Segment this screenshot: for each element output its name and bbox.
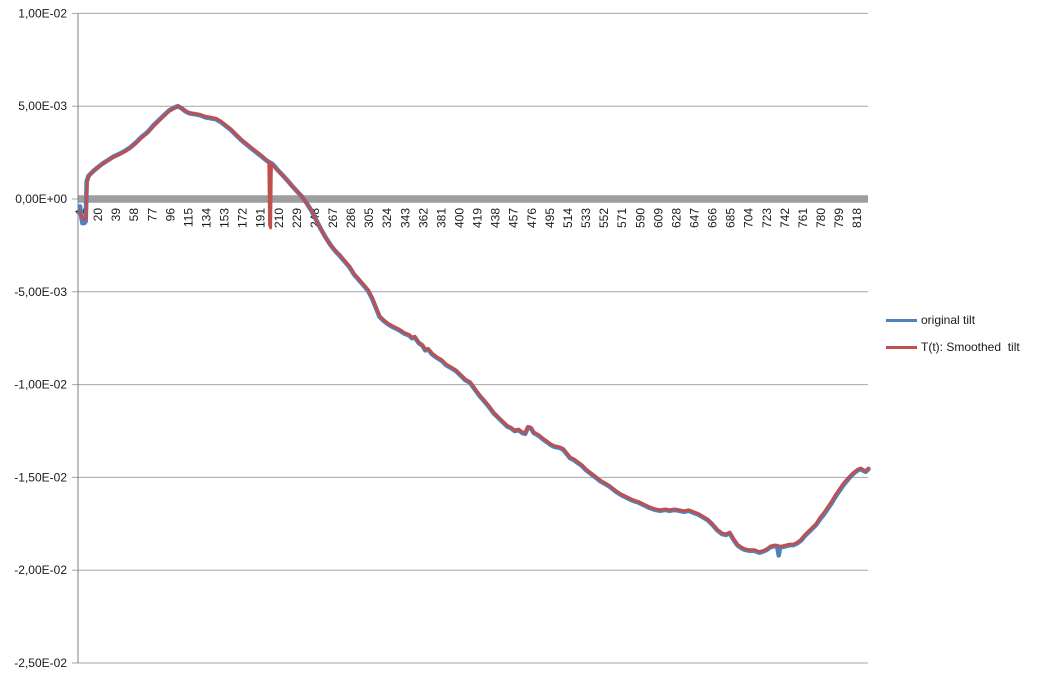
x-tick-label: 514	[561, 208, 575, 228]
x-tick-label: 457	[507, 208, 521, 228]
legend-line-swatch	[886, 345, 917, 349]
legend-line-swatch	[886, 318, 917, 322]
x-tick-label: 590	[633, 208, 647, 228]
x-tick-label: 324	[380, 208, 394, 228]
y-tick-label: -2,00E-02	[14, 563, 67, 577]
x-tick-label: 666	[706, 208, 720, 228]
x-tick-label: 191	[254, 208, 268, 228]
x-tick-label: 305	[362, 208, 376, 228]
x-tick-label: 704	[742, 208, 756, 228]
x-tick-label: 419	[471, 208, 485, 228]
series-line-original-tilt	[77, 103, 871, 558]
x-tick-label: 818	[850, 208, 864, 228]
y-tick-label: -1,50E-02	[14, 470, 67, 484]
x-tick-label: 343	[398, 208, 412, 228]
y-tick-label: -2,50E-02	[14, 656, 67, 670]
x-tick-label: 153	[218, 208, 232, 228]
x-tick-label: 58	[127, 208, 141, 222]
x-tick-label: 400	[453, 208, 467, 228]
x-tick-label: 229	[290, 208, 304, 228]
x-tick-label: 799	[832, 208, 846, 228]
x-tick-label: 172	[236, 208, 250, 228]
x-tick-label: 533	[579, 208, 593, 228]
x-tick-label: 210	[272, 208, 286, 228]
y-tick-label: 1,00E-02	[18, 6, 67, 20]
y-tick-label: -1,00E-02	[14, 378, 67, 392]
legend-label: original tilt	[921, 313, 976, 327]
x-tick-label: 552	[597, 208, 611, 228]
y-axis-labels: 1,00E-02 5,00E-03 0,00E+00 -5,00E-03 -1,00E-…	[14, 6, 67, 670]
x-tick-label: 609	[651, 208, 665, 228]
zero-value-band	[78, 195, 868, 203]
x-tick-label: 761	[796, 208, 810, 228]
x-tick-label: 115	[181, 208, 195, 227]
x-tick-label: 723	[760, 208, 774, 228]
x-tick-label: 438	[489, 208, 503, 228]
x-tick-label: 381	[434, 208, 448, 228]
x-tick-label: 96	[163, 208, 177, 222]
gridlines	[72, 12, 868, 664]
x-tick-label: 362	[416, 208, 430, 228]
x-tick-label: 134	[200, 208, 214, 228]
y-tick-label: 0,00E+00	[15, 192, 67, 206]
x-tick-label: 77	[145, 208, 159, 222]
legend-item: T(t): Smoothed tilt	[886, 339, 1020, 355]
x-tick-label: 267	[326, 208, 340, 228]
series-line-t-t-smoothed-tilt	[78, 104, 870, 554]
y-tick-label: 5,00E-03	[18, 99, 67, 113]
x-tick-label: 476	[525, 208, 539, 228]
x-tick-label: 286	[344, 208, 358, 228]
x-tick-label: 647	[687, 208, 701, 228]
y-tick-label: -5,00E-03	[14, 285, 67, 299]
x-tick-label: 39	[109, 208, 123, 222]
legend-label: T(t): Smoothed tilt	[921, 340, 1020, 354]
x-tick-label: 685	[724, 208, 738, 228]
legend-item: original tilt	[886, 312, 1020, 328]
chart-legend: original tilt T(t): Smoothed tilt	[886, 312, 1020, 355]
x-tick-label: 20	[91, 208, 105, 222]
x-tick-label: 742	[778, 208, 792, 228]
x-tick-label: 780	[814, 208, 828, 228]
x-tick-label: 628	[669, 208, 683, 228]
x-tick-label: 571	[615, 208, 629, 228]
x-axis-labels: 1 20 39 58 77 96 115 134 153 172 191 210 229 248 267 28…	[73, 208, 864, 228]
x-tick-label: 495	[543, 208, 557, 228]
